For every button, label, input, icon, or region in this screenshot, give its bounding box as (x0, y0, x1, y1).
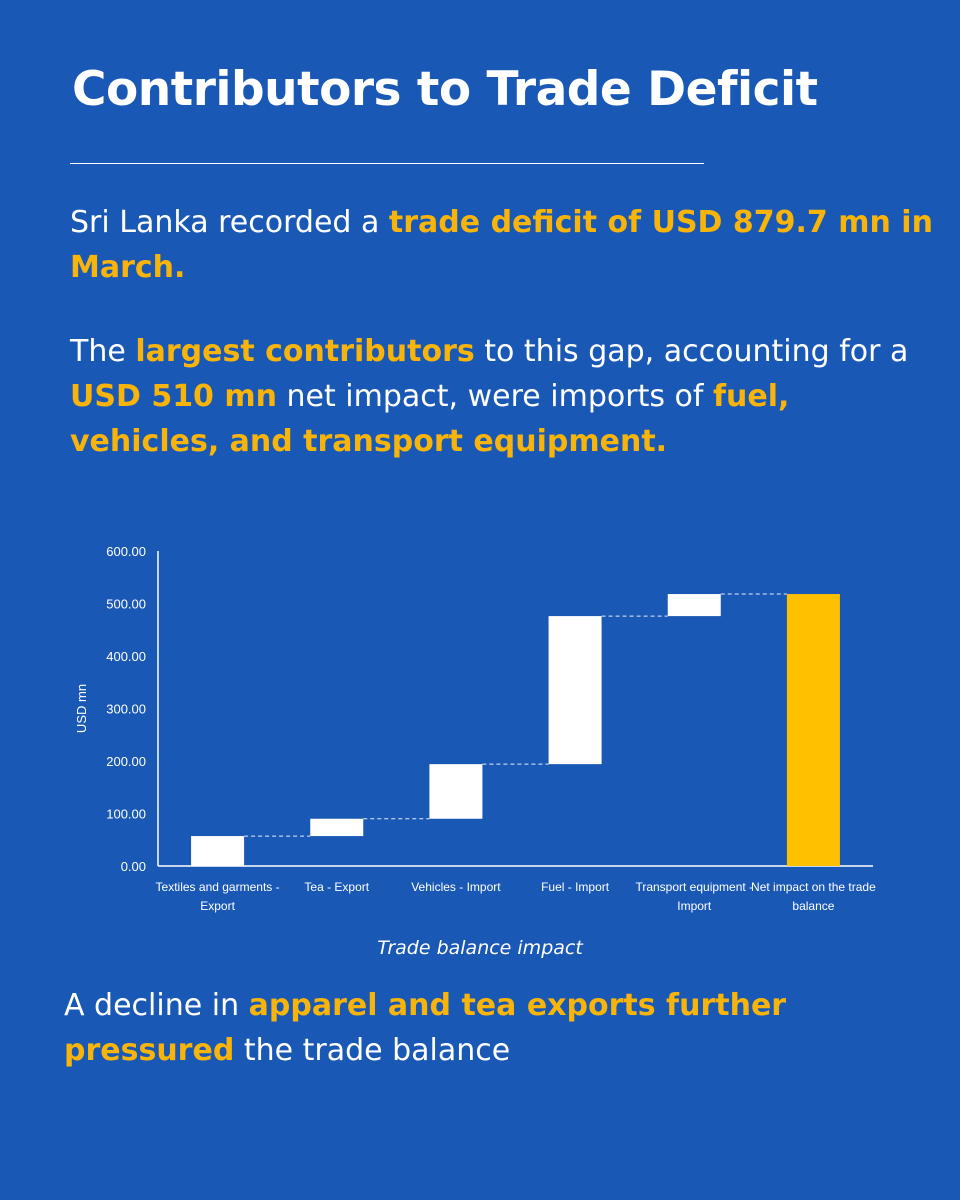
y-tick-label: 600.00 (106, 544, 146, 559)
highlight-text: USD 510 mn (70, 379, 277, 414)
highlight-text: largest contributors (135, 334, 475, 369)
x-tick-label: Vehicles - Import (411, 880, 501, 894)
text-segment: to this gap, accounting for a (474, 334, 909, 369)
y-tick-label: 500.00 (106, 597, 146, 612)
waterfall-bar (667, 594, 721, 617)
y-tick-label: 300.00 (106, 702, 146, 717)
x-tick-label: Net impact on the trade balance (751, 880, 876, 913)
waterfall-bar (310, 818, 364, 837)
page-title: Contributors to Trade Deficit (72, 62, 818, 117)
y-tick-label: 200.00 (106, 754, 146, 769)
text-segment: The (70, 334, 136, 369)
y-axis-label: USD mn (74, 684, 89, 733)
waterfall-bar (191, 836, 245, 866)
y-tick-label: 100.00 (106, 807, 146, 822)
waterfall-bar (429, 764, 483, 819)
summary-paragraph: Sri Lanka recorded a trade deficit of US… (70, 200, 940, 290)
waterfall-chart: 0.00 100.00 200.00 300.00 400.00 500.00 600.00… (74, 544, 876, 913)
highlight-text: fuel, vehicles, and transport equipment. (70, 379, 790, 459)
highlight-text: trade deficit of USD 879.7 mn in March. (70, 205, 933, 285)
text-segment: A decline in (64, 988, 249, 1023)
highlight-text: apparel and tea exports further pressure… (64, 988, 787, 1068)
chart-caption: Trade balance impact (377, 937, 583, 959)
waterfall-bar (548, 616, 602, 765)
y-tick-label: 400.00 (106, 649, 146, 664)
title-divider (70, 163, 704, 164)
text-segment: the trade balance (234, 1033, 511, 1068)
text-segment: Sri Lanka recorded a (70, 205, 389, 240)
contributors-paragraph: The largest contributors to this gap, ac… (70, 329, 940, 464)
x-tick-label: Textiles and garments -Export (156, 880, 280, 913)
y-tick-label: 0.00 (121, 859, 146, 874)
text-segment: net impact, were imports of (277, 379, 713, 414)
x-tick-label: Transport equipment -Import (635, 880, 753, 913)
x-tick-label: Fuel - Import (541, 880, 610, 894)
decline-paragraph: A decline in apparel and tea exports fur… (64, 983, 934, 1073)
total-bar (786, 594, 840, 866)
x-tick-label: Tea - Export (304, 880, 369, 894)
